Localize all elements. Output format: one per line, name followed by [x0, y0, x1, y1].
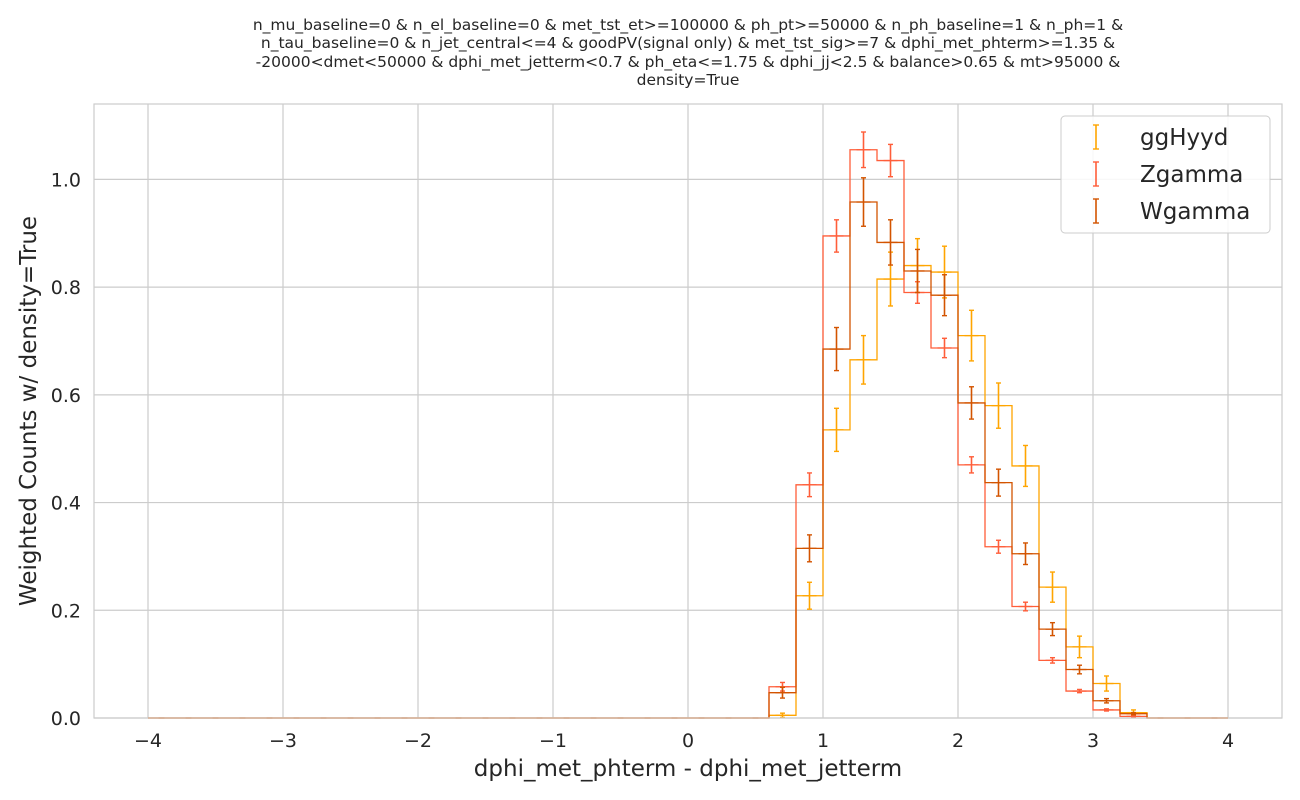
y-tick-label: 0.0 [51, 708, 81, 730]
error-bar [991, 539, 1006, 554]
error-bar [883, 219, 898, 266]
error-bar [964, 386, 979, 420]
x-tick-label: 2 [952, 730, 964, 752]
error-bar [802, 534, 817, 563]
x-tick-label: 4 [1222, 730, 1234, 752]
error-bar [991, 468, 1006, 497]
chart-title-line: n_tau_baseline=0 & n_jet_central<=4 & go… [260, 34, 1116, 53]
error-bar [964, 309, 979, 362]
error-bar [856, 177, 871, 227]
error-bar [964, 456, 979, 474]
error-bar [937, 274, 952, 317]
x-tick-label: −1 [539, 730, 567, 752]
y-tick-label: 0.6 [51, 385, 81, 407]
legend-item: Wgamma [1093, 198, 1250, 225]
x-tick-label: −3 [269, 730, 297, 752]
error-bar [829, 219, 844, 253]
y-tick-label: 0.8 [51, 277, 81, 299]
x-tick-label: 0 [682, 730, 694, 752]
legend-item: ggHyyd [1093, 124, 1228, 151]
error-bar [883, 143, 898, 178]
chart-title: n_mu_baseline=0 & n_el_baseline=0 & met_… [94, 16, 1282, 89]
error-bar [1045, 656, 1060, 664]
x-axis-label: dphi_met_phterm - dphi_met_jetterm [474, 756, 902, 782]
error-bar [1018, 542, 1033, 566]
plot-frame [93, 103, 1283, 719]
error-bar [1045, 571, 1060, 603]
legend-box [1060, 115, 1271, 234]
x-tick-label: −2 [404, 730, 432, 752]
error-bar [856, 131, 871, 169]
error-bar [1072, 635, 1087, 659]
error-bar [1099, 708, 1114, 712]
y-tick-label: 1.0 [51, 169, 81, 191]
error-bar [775, 712, 790, 719]
error-bar [1126, 715, 1141, 718]
legend-item: Zgamma [1093, 161, 1243, 188]
error-bar [775, 686, 790, 699]
error-bar [802, 472, 817, 498]
legend-label: Wgamma [1140, 199, 1250, 225]
error-bar [802, 581, 817, 610]
error-bar [1099, 697, 1114, 704]
error-bar [1072, 664, 1087, 675]
legend: ggHyyd Zgamma Wgamma [1060, 115, 1271, 234]
error-bar [856, 334, 871, 385]
error-bar [1018, 601, 1033, 612]
legend-label: Zgamma [1140, 162, 1243, 188]
error-bar [991, 382, 1006, 429]
legend-label: ggHyyd [1140, 125, 1228, 151]
error-bar [829, 326, 844, 372]
series-Wgamma [148, 177, 1228, 719]
error-bar [937, 337, 952, 359]
error-bar [1072, 688, 1087, 694]
series-Zgamma [148, 131, 1228, 719]
x-tick-label: −4 [134, 730, 162, 752]
chart-title-line: -20000<dmet<50000 & dphi_met_jetterm<0.7… [255, 52, 1121, 71]
error-bar [1045, 621, 1060, 637]
y-tick-label: 0.4 [51, 493, 81, 515]
series-ggHyyd [148, 237, 1228, 719]
error-bar [1018, 444, 1033, 488]
y-axis-label: Weighted Counts w/ density=True [16, 216, 42, 606]
chart-title-line: density=True [636, 70, 740, 89]
x-tick-label: 3 [1087, 730, 1099, 752]
tick-labels: −4 −3 −2 −1 0 1 2 3 4 0.0 0.2 0.4 0.6 0.8 1.0 [51, 169, 1234, 752]
chart-title-line: n_mu_baseline=0 & n_el_baseline=0 & met_… [252, 16, 1124, 34]
error-bar [1126, 711, 1141, 716]
error-bar [829, 407, 844, 453]
series-layer [148, 131, 1228, 719]
error-bar [910, 248, 925, 294]
x-tick-label: 1 [817, 730, 829, 752]
y-tick-label: 0.2 [51, 600, 81, 622]
error-bar [1099, 675, 1114, 692]
